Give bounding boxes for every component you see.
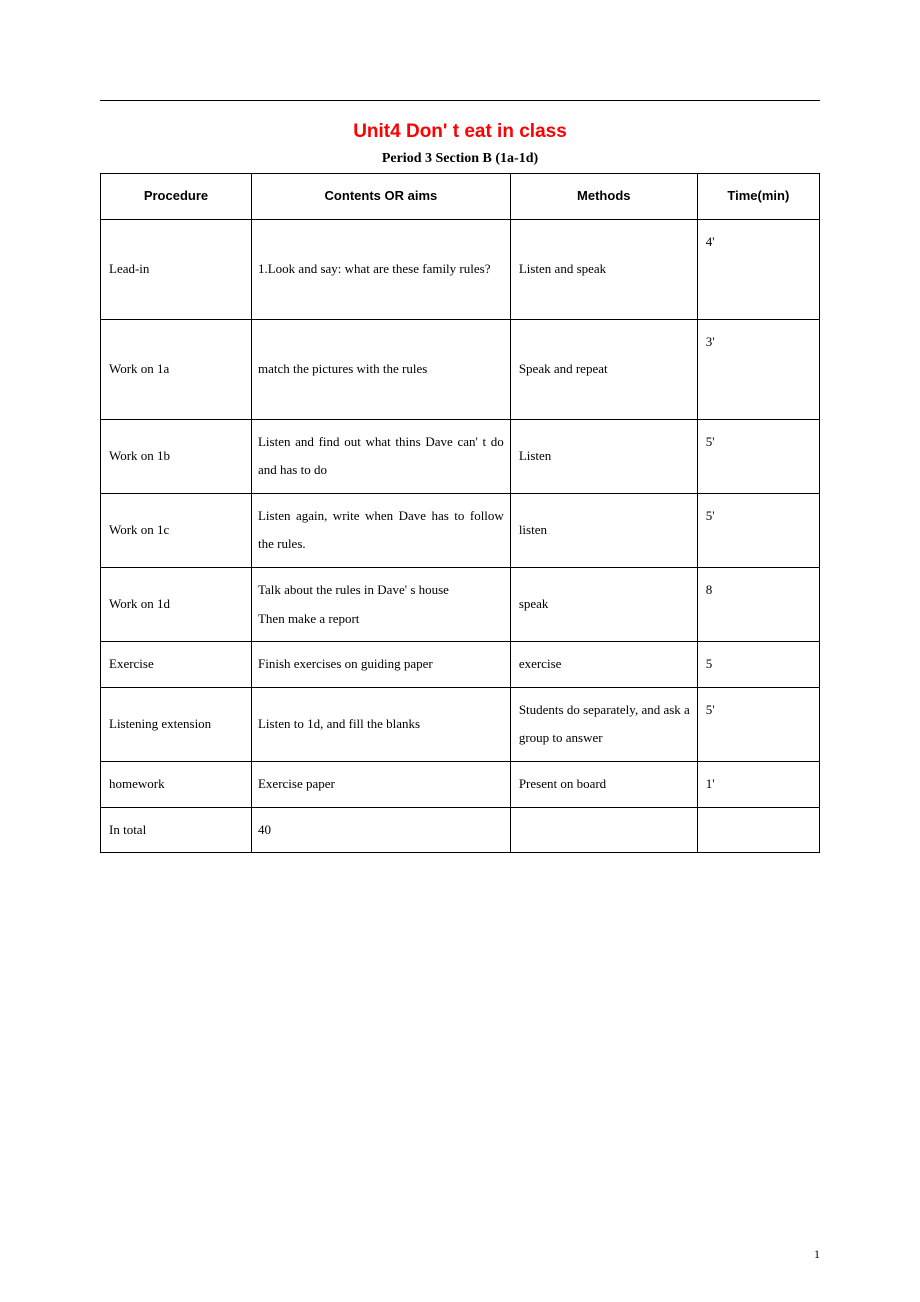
cell-contents: Talk about the rules in Dave' s house Th… <box>251 567 510 641</box>
table-row: Listening extension Listen to 1d, and fi… <box>101 687 820 761</box>
cell-time: 5' <box>697 687 819 761</box>
cell-procedure: Exercise <box>101 642 252 688</box>
page-number: 1 <box>814 1247 820 1262</box>
cell-procedure: Lead-in <box>101 219 252 319</box>
cell-methods <box>510 807 697 853</box>
document-subtitle: Period 3 Section B (1a-1d) <box>100 151 820 167</box>
cell-contents: 40 <box>251 807 510 853</box>
table-row: Work on 1a match the pictures with the r… <box>101 319 820 419</box>
header-contents: Contents OR aims <box>251 174 510 220</box>
document-content: Unit4 Don' t eat in class Period 3 Secti… <box>0 0 920 853</box>
cell-methods: Students do separately, and ask a group … <box>510 687 697 761</box>
cell-contents: Listen and find out what thins Dave can'… <box>251 419 510 493</box>
header-methods: Methods <box>510 174 697 220</box>
cell-procedure: Work on 1b <box>101 419 252 493</box>
cell-time: 4' <box>697 219 819 319</box>
cell-contents: Finish exercises on guiding paper <box>251 642 510 688</box>
cell-time: 3' <box>697 319 819 419</box>
cell-methods: Present on board <box>510 761 697 807</box>
cell-methods: exercise <box>510 642 697 688</box>
cell-methods: Listen and speak <box>510 219 697 319</box>
cell-time <box>697 807 819 853</box>
table-body: Lead-in 1.Look and say: what are these f… <box>101 219 820 853</box>
header-procedure: Procedure <box>101 174 252 220</box>
table-row: Exercise Finish exercises on guiding pap… <box>101 642 820 688</box>
cell-time: 5' <box>697 419 819 493</box>
table-row: In total 40 <box>101 807 820 853</box>
cell-contents: 1.Look and say: what are these family ru… <box>251 219 510 319</box>
cell-contents: Listen to 1d, and fill the blanks <box>251 687 510 761</box>
lesson-plan-table: Procedure Contents OR aims Methods Time(… <box>100 173 820 853</box>
header-time: Time(min) <box>697 174 819 220</box>
cell-methods: speak <box>510 567 697 641</box>
cell-contents: Listen again, write when Dave has to fol… <box>251 493 510 567</box>
cell-procedure: Work on 1a <box>101 319 252 419</box>
cell-procedure: Work on 1d <box>101 567 252 641</box>
cell-procedure: Listening extension <box>101 687 252 761</box>
cell-procedure: homework <box>101 761 252 807</box>
cell-methods: listen <box>510 493 697 567</box>
cell-time: 1' <box>697 761 819 807</box>
cell-contents: Exercise paper <box>251 761 510 807</box>
cell-methods: Speak and repeat <box>510 319 697 419</box>
table-header-row: Procedure Contents OR aims Methods Time(… <box>101 174 820 220</box>
cell-methods: Listen <box>510 419 697 493</box>
document-title: Unit4 Don' t eat in class <box>100 121 820 143</box>
table-row: homework Exercise paper Present on board… <box>101 761 820 807</box>
table-row: Work on 1d Talk about the rules in Dave'… <box>101 567 820 641</box>
table-row: Work on 1c Listen again, write when Dave… <box>101 493 820 567</box>
table-row: Lead-in 1.Look and say: what are these f… <box>101 219 820 319</box>
cell-time: 5 <box>697 642 819 688</box>
header-divider <box>100 100 820 101</box>
cell-time: 8 <box>697 567 819 641</box>
cell-procedure: In total <box>101 807 252 853</box>
cell-procedure: Work on 1c <box>101 493 252 567</box>
cell-contents: match the pictures with the rules <box>251 319 510 419</box>
cell-time: 5' <box>697 493 819 567</box>
table-row: Work on 1b Listen and find out what thin… <box>101 419 820 493</box>
